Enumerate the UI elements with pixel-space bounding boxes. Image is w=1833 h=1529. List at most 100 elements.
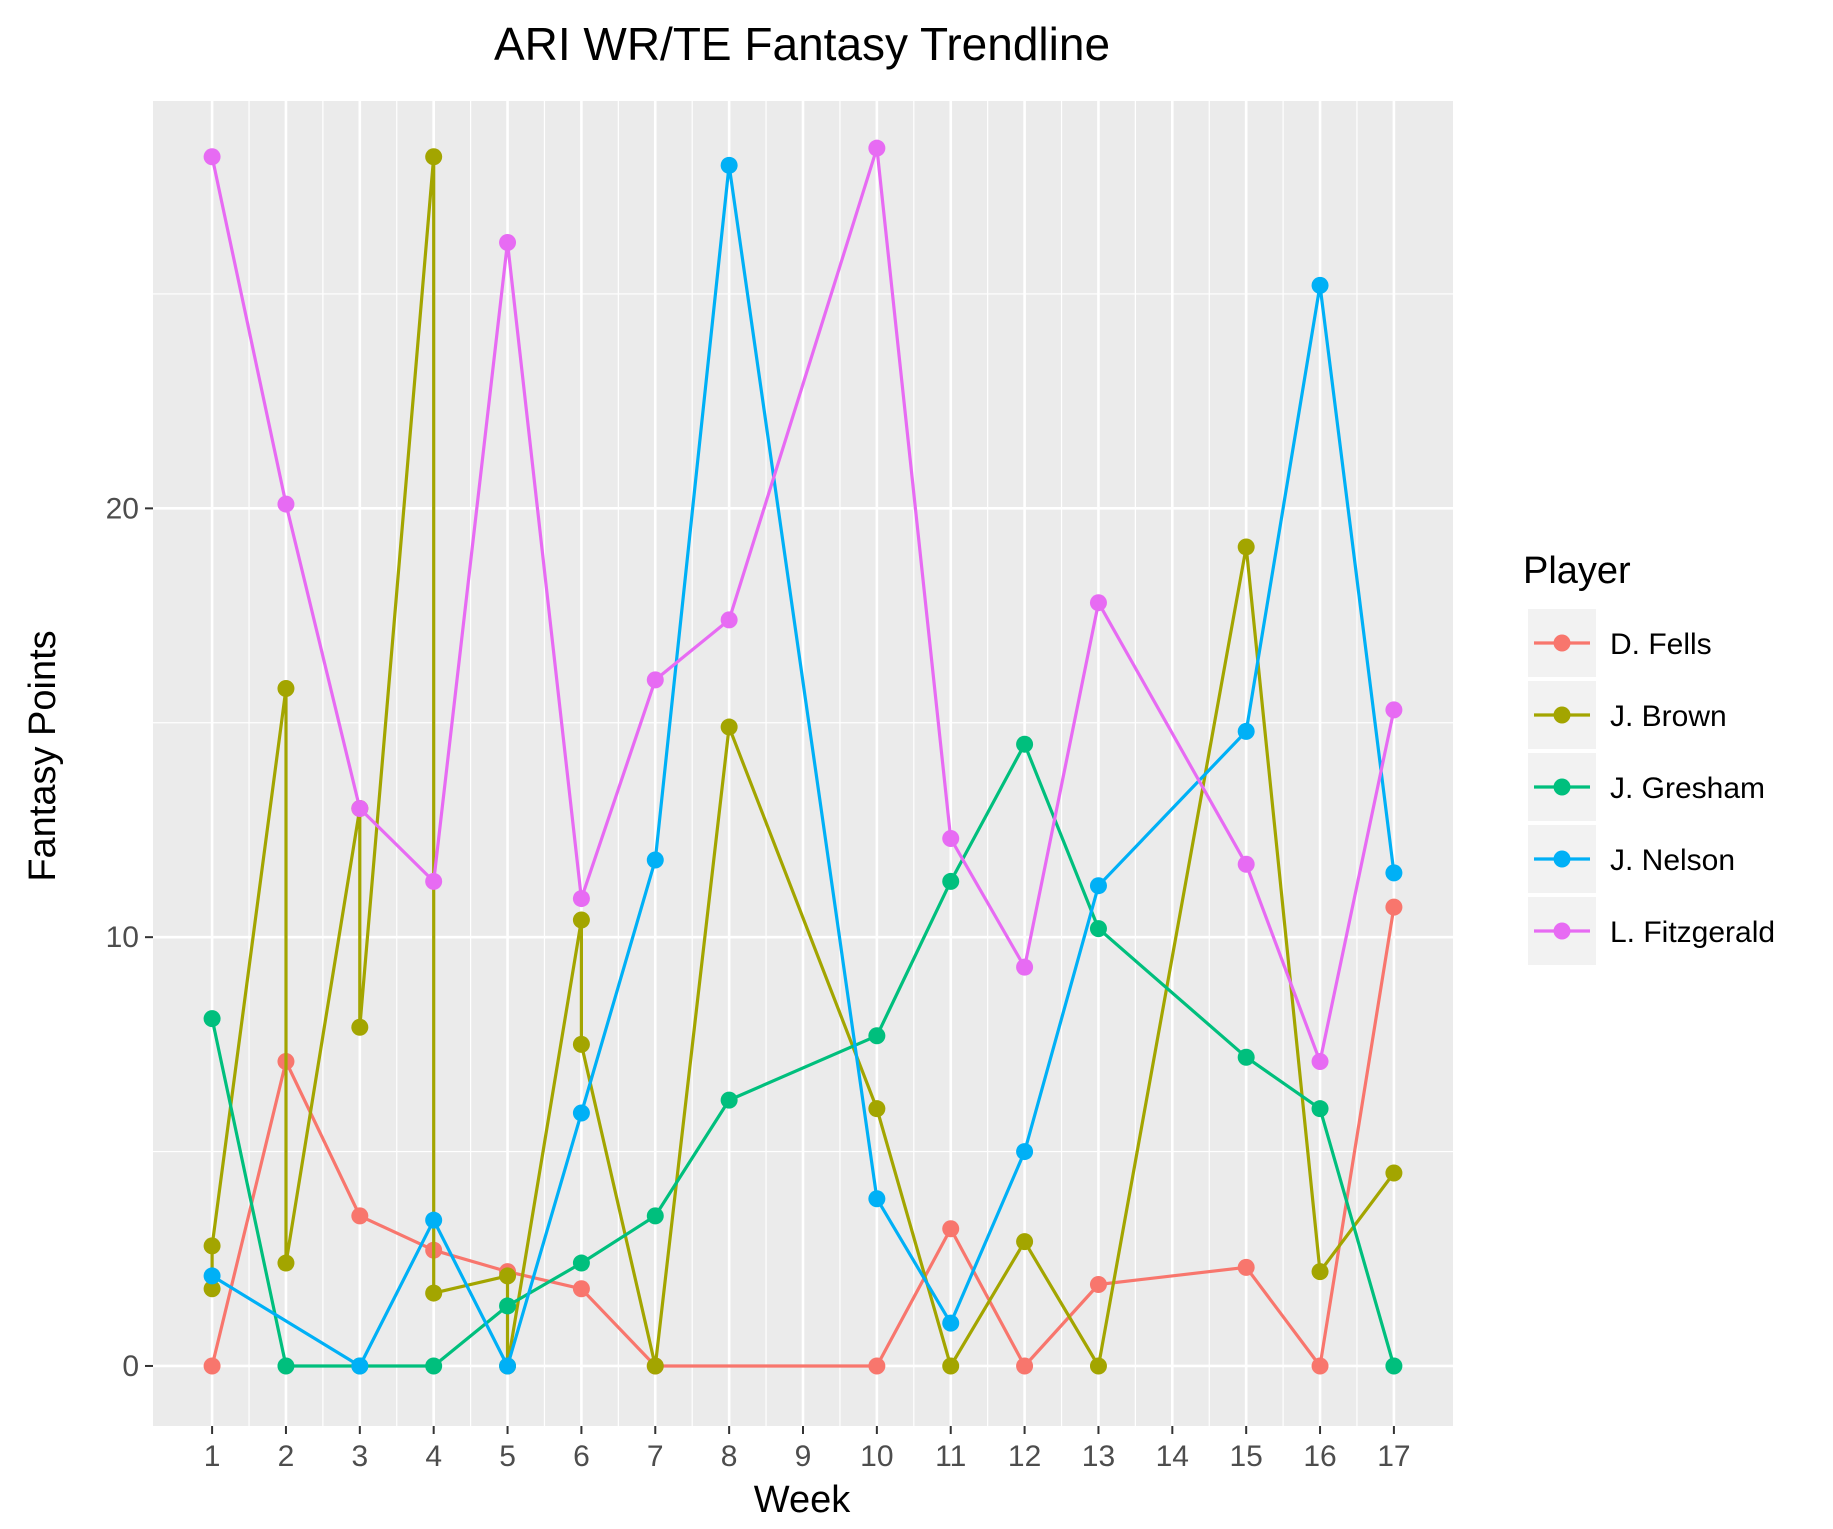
x-tick-label: 9 [795, 1440, 812, 1473]
data-point-j-gresham [868, 1027, 886, 1045]
data-point-j-brown [1016, 1233, 1034, 1251]
legend-key-point [1553, 706, 1571, 724]
plot-panel [153, 101, 1453, 1426]
series-j-nelson [203, 156, 1403, 1375]
legend-label: D. Fells [1610, 628, 1712, 661]
data-point-j-gresham [720, 1091, 738, 1109]
data-point-j-brown [499, 1267, 517, 1285]
data-point-l-fitzgerald [868, 139, 886, 157]
data-point-d-fells [942, 1220, 960, 1238]
data-point-j-brown [646, 1357, 664, 1375]
x-tick-label: 15 [1229, 1440, 1262, 1473]
legend-item-j-gresham: J. Gresham [1528, 753, 1765, 821]
data-point-l-fitzgerald [942, 830, 960, 848]
data-point-d-fells [351, 1207, 369, 1225]
legend-label: J. Gresham [1610, 772, 1765, 805]
data-point-j-nelson [1089, 877, 1107, 895]
data-point-l-fitzgerald [1385, 701, 1403, 719]
x-axis-title: Week [754, 1479, 851, 1521]
data-point-l-fitzgerald [1089, 594, 1107, 612]
data-point-j-nelson [1385, 864, 1403, 882]
data-point-l-fitzgerald [1237, 855, 1255, 873]
data-point-l-fitzgerald [277, 495, 295, 513]
y-tick-label: 20 [106, 492, 139, 525]
legend-item-j-brown: J. Brown [1528, 681, 1727, 749]
data-point-l-fitzgerald [499, 234, 517, 252]
data-point-j-gresham [1385, 1357, 1403, 1375]
data-point-j-nelson [203, 1267, 221, 1285]
series-layer [203, 139, 1403, 1375]
series-line-d-fells [210, 906, 1396, 1368]
x-tick-label: 8 [721, 1440, 738, 1473]
data-point-l-fitzgerald [572, 890, 590, 908]
data-point-j-gresham [203, 1010, 221, 1028]
x-tick-label: 3 [351, 1440, 368, 1473]
data-point-j-brown [203, 1237, 221, 1255]
data-point-j-gresham [646, 1207, 664, 1225]
x-tick-label: 10 [860, 1440, 893, 1473]
data-point-j-nelson [425, 1211, 443, 1229]
data-point-l-fitzgerald [425, 872, 443, 890]
data-point-j-brown [572, 911, 590, 929]
x-tick-label: 1 [204, 1440, 221, 1473]
data-point-j-brown [203, 1280, 221, 1298]
data-point-j-brown [277, 1254, 295, 1272]
x-tick-label: 4 [425, 1440, 442, 1473]
data-point-j-gresham [1311, 1100, 1329, 1118]
legend-item-l-fitzgerald: L. Fitzgerald [1528, 897, 1775, 965]
legend-key-point [1553, 850, 1571, 868]
x-tick-label: 7 [647, 1440, 664, 1473]
x-tick-label: 14 [1156, 1440, 1189, 1473]
x-tick-label: 6 [573, 1440, 590, 1473]
data-point-j-brown [351, 1018, 369, 1036]
data-point-d-fells [203, 1357, 221, 1375]
data-point-j-nelson [351, 1357, 369, 1375]
data-point-j-gresham [499, 1297, 517, 1315]
data-point-j-brown [1089, 1357, 1107, 1375]
data-point-l-fitzgerald [1311, 1053, 1329, 1071]
data-point-j-gresham [277, 1357, 295, 1375]
legend-key-point [1553, 922, 1571, 940]
data-point-j-nelson [868, 1190, 886, 1208]
data-point-d-fells [1016, 1357, 1034, 1375]
x-tick-label: 5 [499, 1440, 516, 1473]
data-point-j-gresham [1089, 920, 1107, 938]
legend-label: J. Nelson [1610, 844, 1735, 877]
data-point-j-gresham [425, 1357, 443, 1375]
y-tick-label: 10 [106, 921, 139, 954]
legend-key-point [1553, 778, 1571, 796]
data-point-j-brown [572, 1035, 590, 1053]
data-point-j-brown [425, 1284, 443, 1302]
chart-title: ARI WR/TE Fantasy Trendline [494, 18, 1110, 70]
data-point-l-fitzgerald [351, 800, 369, 818]
x-tick-label: 16 [1303, 1440, 1336, 1473]
legend-label: L. Fitzgerald [1610, 916, 1775, 949]
data-point-j-gresham [1016, 735, 1034, 753]
data-point-j-brown [720, 718, 738, 736]
legend-item-d-fells: D. Fells [1528, 609, 1712, 677]
x-tick-label: 2 [278, 1440, 295, 1473]
data-point-l-fitzgerald [720, 611, 738, 629]
data-point-j-brown [942, 1357, 960, 1375]
series-line-j-nelson [211, 163, 1396, 1368]
data-point-l-fitzgerald [1016, 958, 1034, 976]
data-point-j-nelson [720, 156, 738, 174]
data-point-d-fells [1089, 1275, 1107, 1293]
series-l-fitzgerald [203, 139, 1403, 1071]
data-point-j-brown [1237, 538, 1255, 556]
data-point-j-gresham [1237, 1048, 1255, 1066]
data-point-d-fells [1385, 898, 1403, 916]
data-point-j-brown [277, 679, 295, 697]
data-point-d-fells [572, 1280, 590, 1298]
series-j-gresham [203, 735, 1403, 1375]
data-point-j-gresham [942, 872, 960, 890]
data-point-l-fitzgerald [646, 671, 664, 689]
data-point-j-brown [425, 148, 443, 166]
data-point-d-fells [1311, 1357, 1329, 1375]
x-tick-label: 13 [1082, 1440, 1115, 1473]
legend-title: Player [1523, 550, 1631, 592]
data-point-j-nelson [499, 1357, 517, 1375]
